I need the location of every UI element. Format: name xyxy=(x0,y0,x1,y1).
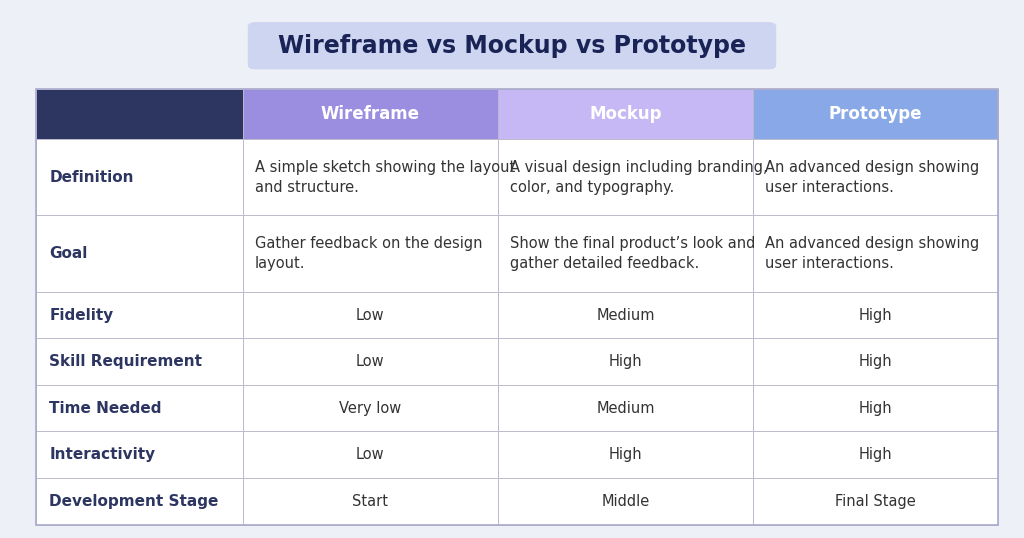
Text: Middle: Middle xyxy=(601,494,649,509)
Bar xyxy=(243,139,498,216)
Text: Definition: Definition xyxy=(49,170,134,185)
Bar xyxy=(36,292,243,338)
Text: Wireframe: Wireframe xyxy=(321,105,420,123)
Text: An advanced design showing
user interactions.: An advanced design showing user interact… xyxy=(765,160,980,195)
Bar xyxy=(498,139,753,216)
Text: High: High xyxy=(608,447,642,462)
Text: Fidelity: Fidelity xyxy=(49,308,114,323)
Text: Low: Low xyxy=(356,354,385,369)
Bar xyxy=(498,89,753,139)
Bar xyxy=(36,478,243,525)
Text: An advanced design showing
user interactions.: An advanced design showing user interact… xyxy=(765,236,980,271)
Text: High: High xyxy=(859,308,893,323)
Text: Skill Requirement: Skill Requirement xyxy=(49,354,202,369)
Bar xyxy=(243,338,498,385)
Bar xyxy=(36,216,243,292)
Bar xyxy=(498,338,753,385)
Text: Final Stage: Final Stage xyxy=(836,494,916,509)
Bar xyxy=(36,89,243,139)
Bar xyxy=(498,216,753,292)
FancyBboxPatch shape xyxy=(248,22,776,69)
Bar xyxy=(498,478,753,525)
Text: Show the final product’s look and
gather detailed feedback.: Show the final product’s look and gather… xyxy=(510,236,756,271)
Bar xyxy=(498,431,753,478)
Bar xyxy=(753,216,998,292)
Bar xyxy=(498,292,753,338)
Text: Goal: Goal xyxy=(49,246,87,261)
Text: Mockup: Mockup xyxy=(589,105,662,123)
Bar xyxy=(36,385,243,431)
Text: Start: Start xyxy=(352,494,388,509)
Text: Development Stage: Development Stage xyxy=(49,494,218,509)
Text: Gather feedback on the design
layout.: Gather feedback on the design layout. xyxy=(255,236,482,271)
Text: Prototype: Prototype xyxy=(828,105,923,123)
Bar xyxy=(243,431,498,478)
Text: Low: Low xyxy=(356,308,385,323)
Text: A visual design including branding,
color, and typography.: A visual design including branding, colo… xyxy=(510,160,768,195)
Text: A simple sketch showing the layout
and structure.: A simple sketch showing the layout and s… xyxy=(255,160,515,195)
Text: Time Needed: Time Needed xyxy=(49,401,162,416)
Bar xyxy=(753,431,998,478)
Bar xyxy=(243,385,498,431)
Text: High: High xyxy=(859,401,893,416)
Bar xyxy=(753,478,998,525)
Bar xyxy=(36,338,243,385)
Bar xyxy=(36,431,243,478)
Text: High: High xyxy=(608,354,642,369)
Bar xyxy=(753,89,998,139)
Text: Very low: Very low xyxy=(339,401,401,416)
Text: High: High xyxy=(859,447,893,462)
Bar xyxy=(498,385,753,431)
Bar xyxy=(36,89,998,525)
Bar xyxy=(243,478,498,525)
Bar xyxy=(753,139,998,216)
Bar xyxy=(243,216,498,292)
Bar xyxy=(243,89,498,139)
Text: Low: Low xyxy=(356,447,385,462)
Text: High: High xyxy=(859,354,893,369)
Text: Wireframe vs Mockup vs Prototype: Wireframe vs Mockup vs Prototype xyxy=(278,34,746,58)
Bar xyxy=(36,139,243,216)
Bar xyxy=(753,292,998,338)
Bar xyxy=(753,385,998,431)
Text: Interactivity: Interactivity xyxy=(49,447,156,462)
Bar xyxy=(753,338,998,385)
Text: Medium: Medium xyxy=(596,401,654,416)
Text: Medium: Medium xyxy=(596,308,654,323)
Bar xyxy=(243,292,498,338)
